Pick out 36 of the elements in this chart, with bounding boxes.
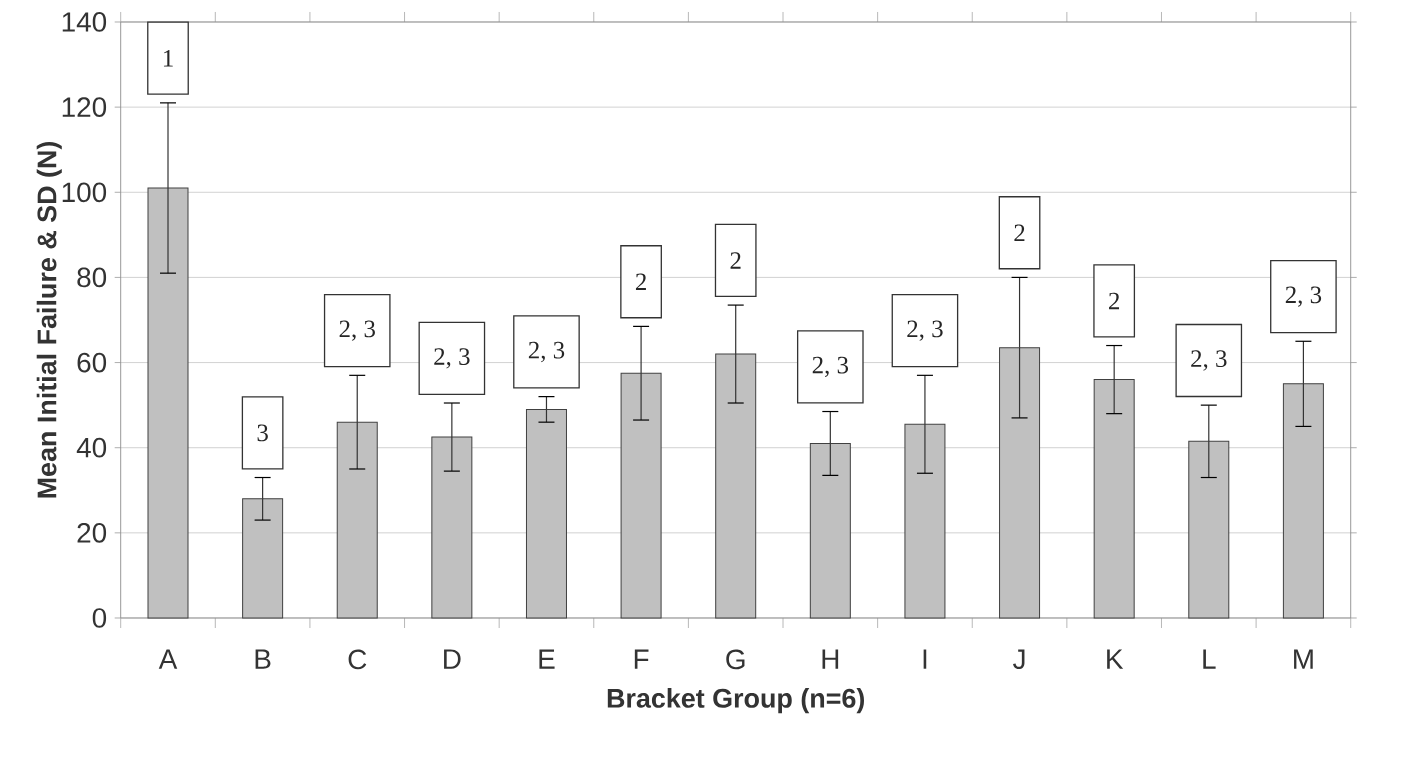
y-axis-title: Mean Initial Failure & SD (N): [36, 141, 62, 498]
x-tick-label: I: [923, 649, 927, 669]
annotation: 3: [257, 424, 268, 442]
x-tick-label: M: [1294, 649, 1313, 669]
x-tick-label: K: [1107, 649, 1124, 669]
annotation: 2, 3: [1191, 350, 1227, 371]
y-tick-label: 100: [62, 182, 107, 203]
annotation: 2: [730, 252, 741, 269]
y-tick-label: 40: [76, 437, 107, 458]
x-tick-label: E: [539, 649, 555, 669]
x-tick-label: B: [255, 649, 271, 669]
y-tick-label: 120: [62, 97, 107, 117]
annotation: 2: [1014, 224, 1025, 242]
x-tick-label: L: [1203, 649, 1216, 669]
annotation: 2: [1109, 292, 1120, 310]
x-tick-label: C: [348, 649, 367, 670]
annotation: 2, 3: [528, 341, 565, 363]
x-tick-label: J: [1013, 649, 1025, 669]
y-tick-label: 60: [77, 352, 107, 373]
annotation: 2: [635, 273, 646, 290]
x-axis-title: Bracket Group (n=6): [607, 688, 865, 714]
annotation: 2, 3: [812, 356, 849, 378]
annotation: 2, 3: [339, 320, 375, 341]
x-tick-label: F: [634, 649, 649, 669]
y-tick-label: 0: [92, 608, 107, 628]
y-tick-label: 140: [62, 12, 107, 32]
x-tick-label: H: [822, 649, 839, 669]
annotation: 2, 3: [434, 348, 470, 369]
annotation: 1: [163, 50, 173, 67]
x-tick-label: D: [444, 649, 461, 669]
annotation: 2, 3: [1285, 286, 1322, 307]
annotation: 2, 3: [907, 320, 943, 341]
y-tick-label: 80: [77, 267, 107, 288]
y-tick-label: 20: [77, 522, 107, 543]
x-tick-label: G: [726, 649, 745, 670]
x-tick-label: A: [158, 649, 178, 669]
